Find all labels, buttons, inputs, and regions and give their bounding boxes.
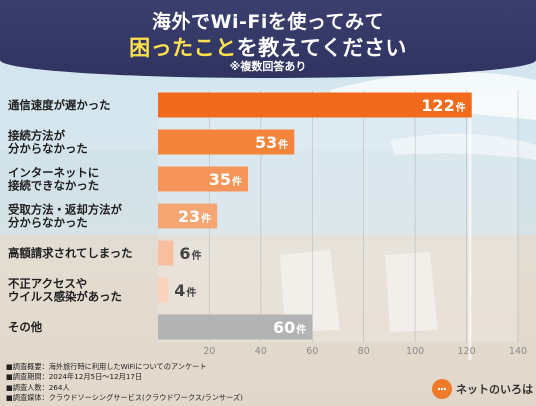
data-label: 122件 bbox=[421, 96, 465, 115]
survey-note: ■調査人数：264人 bbox=[6, 382, 70, 392]
tick-label: 60 bbox=[306, 346, 318, 357]
survey-note: ■調査概要：海外旅行時に利用したWiFiについてのアンケート bbox=[6, 362, 207, 371]
category-label: 高額請求されてしまった bbox=[8, 246, 133, 260]
title-rest: を教えてください bbox=[236, 36, 407, 60]
bar bbox=[158, 92, 472, 118]
tick-label: 20 bbox=[203, 346, 215, 357]
tick-label: 100 bbox=[406, 346, 424, 357]
survey-note: ■調査媒体：クラウドソーシングサービス(クラウドワークス/ランサーズ) bbox=[6, 393, 243, 403]
title-highlight: 困ったこと bbox=[129, 36, 237, 60]
category-label: 接続方法が分からなかった bbox=[8, 129, 88, 156]
title-line-1: 海外でWi-Fiを使ってみて bbox=[152, 11, 384, 33]
tick-label: 140 bbox=[509, 346, 527, 357]
bar bbox=[158, 203, 218, 229]
chat-bubble-icon bbox=[432, 379, 452, 399]
tick-label: 80 bbox=[358, 346, 370, 357]
category-label: 受取方法・返却方法が分からなかった bbox=[8, 203, 123, 230]
title-line-2: 困ったことを教えてください bbox=[0, 32, 536, 62]
survey-note: ■調査期間：2024年12月5日〜12月17日 bbox=[6, 372, 143, 382]
category-label: その他 bbox=[8, 320, 43, 334]
bar bbox=[158, 314, 313, 340]
survey-notes: ■調査概要：海外旅行時に利用したWiFiについてのアンケート ■調査期間：202… bbox=[6, 362, 336, 404]
logo-text: ネットのいろは bbox=[456, 383, 533, 396]
bar bbox=[158, 277, 169, 303]
brand-logo: ネットのいろは bbox=[432, 378, 533, 400]
data-label: 6件 bbox=[179, 244, 201, 263]
category-label: インターネットに接続できなかった bbox=[8, 166, 99, 193]
data-label: 4件 bbox=[174, 281, 196, 300]
tick-label: 40 bbox=[255, 346, 267, 357]
data-label: 35件 bbox=[209, 170, 242, 189]
bar bbox=[158, 240, 174, 266]
category-label: 通信速度が遅かった bbox=[8, 98, 111, 112]
data-label: 23件 bbox=[178, 207, 211, 226]
data-label: 53件 bbox=[255, 133, 288, 152]
bar bbox=[158, 166, 248, 192]
tick-label: 120 bbox=[458, 346, 476, 357]
data-label: 60件 bbox=[273, 318, 306, 337]
subtitle: ※複数回答あり bbox=[229, 60, 307, 73]
bar bbox=[158, 129, 295, 155]
header-banner: 海外でWi-Fiを使ってみて 困ったことを教えてください ※複数回答あり bbox=[0, 0, 536, 78]
category-label: 不正アクセスやウイルス感染があった bbox=[8, 277, 122, 304]
